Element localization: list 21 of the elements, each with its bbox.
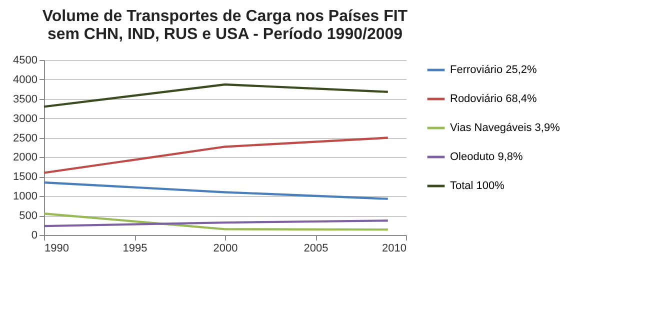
legend-label: Rodoviário 68,4%: [450, 93, 538, 105]
y-tick-label: 500: [19, 210, 38, 222]
x-tick-label: 2000: [213, 242, 238, 254]
y-tick-label: 3000: [13, 112, 38, 125]
chart-title: Volume de Transportes de Carga nos Países FIT sem CHN, IND, RUS e USA - Período 1990/2009: [42, 8, 408, 43]
x-tick-label: 1990: [44, 242, 69, 254]
legend-label: Total 100%: [450, 180, 505, 192]
y-tick-label: 2000: [13, 152, 38, 164]
y-tick-label: 1500: [13, 171, 38, 184]
x-tick-label: 2010: [382, 242, 406, 254]
x-tick-label: 2005: [304, 242, 328, 254]
y-tick-label: 2500: [13, 132, 38, 144]
y-tick-label: 0: [31, 230, 38, 242]
legend-label: Oleoduto 9,8%: [450, 151, 523, 163]
y-tick-label: 4500: [13, 54, 38, 66]
y-tick-label: 3500: [13, 93, 38, 106]
x-tick-label: 1995: [122, 242, 148, 254]
y-tick-label: 4000: [13, 74, 38, 86]
y-tick-label: 1000: [13, 190, 38, 203]
legend-label: Ferroviário 25,2%: [450, 64, 538, 76]
legend-label: Vias Navegáveis 3,9%: [450, 122, 560, 134]
